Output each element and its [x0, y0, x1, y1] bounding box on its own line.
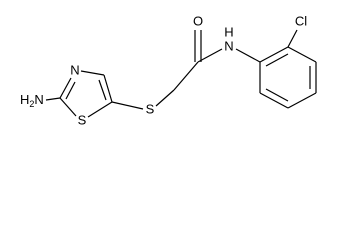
molecule-diagram: H2N N S S O N H Cl [20, 13, 317, 127]
amine-label: H2N [20, 92, 44, 109]
amine-n: N [34, 92, 43, 107]
amide-hydrogen: H [224, 24, 233, 39]
ring-sulfur: S [78, 112, 87, 127]
ring-nitrogen: N [70, 62, 79, 77]
chlorine: Cl [295, 13, 307, 28]
amine-h: H [20, 92, 29, 107]
amine-subscript: 2 [29, 99, 34, 109]
amide-nitrogen: N [224, 38, 233, 53]
oxygen: O [193, 13, 203, 28]
thioether-sulfur: S [146, 101, 155, 116]
bonds [45, 29, 317, 118]
